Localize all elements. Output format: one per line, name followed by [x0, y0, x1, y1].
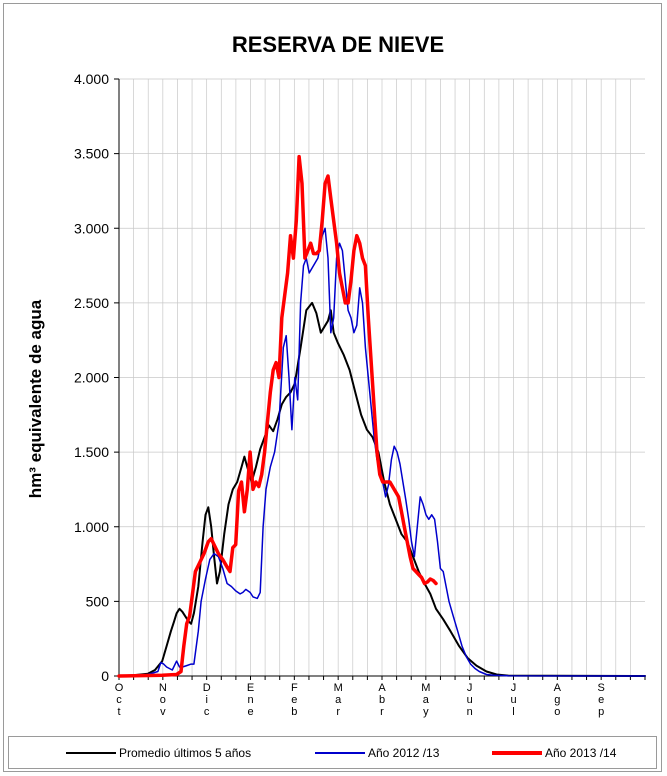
svg-text:Sep: Sep: [597, 682, 604, 718]
y-tick-label: 0: [101, 668, 109, 684]
svg-text:Nov: Nov: [159, 682, 167, 718]
legend-item-2013-14: Año 2013 /14: [492, 737, 616, 768]
y-tick-label: 500: [86, 593, 110, 609]
svg-text:Jun: Jun: [467, 682, 473, 718]
series-line-1: [118, 227, 646, 677]
snow-reserve-chart: RESERVA DE NIEVE hm³ equivalente de agua…: [26, 32, 646, 718]
chart-frame: RESERVA DE NIEVE hm³ equivalente de agua…: [3, 3, 662, 772]
y-tick-label: 2.000: [74, 370, 109, 386]
svg-text:Abr: Abr: [378, 682, 386, 718]
svg-text:Dic: Dic: [203, 682, 211, 718]
legend-label-2013-14: Año 2013 /14: [545, 745, 617, 760]
legend-label-promedio: Promedio últimos 5 años: [119, 745, 252, 760]
grid-lines: [119, 78, 645, 676]
y-tick-label: 2.500: [74, 295, 109, 311]
y-tick-label: 1.000: [74, 519, 109, 535]
svg-text:Ene: Ene: [247, 682, 254, 718]
y-tick-label: 3.500: [74, 146, 109, 162]
svg-text:Mar: Mar: [334, 682, 343, 718]
svg-text:Ago: Ago: [554, 682, 562, 718]
y-tick-labels: 0 500 1.000 1.500 2.000 2.500 3.000 3.500 4.000: [74, 71, 109, 684]
chart-title: RESERVA DE NIEVE: [232, 32, 444, 57]
svg-text:Oct: Oct: [115, 682, 124, 718]
legend-item-promedio: Promedio últimos 5 años: [66, 737, 251, 768]
svg-text:May: May: [421, 682, 430, 718]
legend-swatch-2013-14: [492, 750, 542, 755]
legend-item-2012-13: Año 2012 /13: [315, 737, 439, 768]
svg-text:Feb: Feb: [291, 682, 298, 718]
series-line-2: [117, 154, 438, 678]
legend-swatch-promedio: [66, 751, 116, 754]
y-tick-label: 1.500: [74, 444, 109, 460]
y-axis-label: hm³ equivalente de agua: [26, 299, 45, 498]
svg-text:Jul: Jul: [510, 682, 516, 718]
legend: Promedio últimos 5 años Año 2012 /13 Año…: [8, 736, 657, 769]
y-tick-label: 4.000: [74, 71, 109, 87]
y-tick-label: 3.000: [74, 220, 109, 236]
series-line-0: [118, 301, 646, 677]
series-lines: [117, 154, 646, 678]
legend-swatch-2012-13: [315, 751, 365, 754]
legend-label-2012-13: Año 2012 /13: [368, 745, 440, 760]
